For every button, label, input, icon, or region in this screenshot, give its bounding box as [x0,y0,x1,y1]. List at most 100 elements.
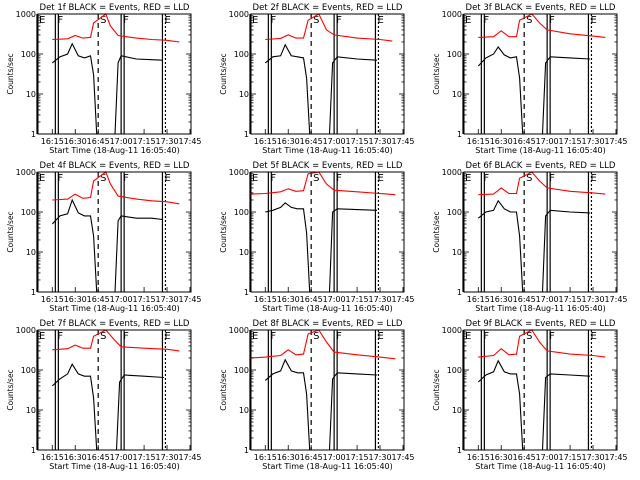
detector-panel: Det 7f BLACK = Events, RED = LLD E F S F E 1 10… [6,319,202,471]
x-tick-label: 16:45 [87,137,110,146]
lld-series-line [52,329,180,352]
y-tick-label: 1 [457,446,462,455]
y-axis-label: Counts/sec [6,369,15,410]
x-tick-label: 17:45 [604,453,627,462]
x-tick-label: 17:00 [323,295,346,304]
x-tick-label: 16:15 [467,453,490,462]
x-tick-label: 16:30 [64,453,87,462]
y-tick-label: 1 [244,130,249,139]
y-tick-label: 1000 [229,168,249,177]
events-series-line [51,363,165,451]
x-tick-label: 16:45 [513,137,536,146]
event-marker-label: F [549,331,555,342]
panel-title: Det 4f BLACK = Events, RED = LLD [40,161,190,171]
panel-title: Det 2f BLACK = Events, RED = LLD [253,3,403,13]
x-tick-label: 16:30 [490,295,513,304]
y-tick-label: 100 [234,366,249,375]
x-axis-label: Start Time (18-Aug-11 16:05:40) [49,146,180,155]
x-tick-label: 17:00 [323,453,346,462]
detector-panel: Det 8f BLACK = Events, RED = LLD E F S F E 1 10… [219,319,415,471]
event-marker-label: F [336,15,342,26]
y-tick-label: 1 [457,288,462,297]
event-marker-label: F [270,15,276,26]
x-axis-label: Start Time (18-Aug-11 16:05:40) [475,462,606,471]
lld-series-line [52,13,180,43]
y-tick-label: 1 [31,446,36,455]
event-marker-label: F [483,15,489,26]
event-marker-label: E [465,173,471,184]
lld-series-line [478,13,606,38]
x-tick-label: 16:45 [513,295,536,304]
y-tick-label: 100 [21,208,36,217]
event-marker-label: E [377,331,383,342]
event-marker-label: E [377,173,383,184]
x-axis-label: Start Time (18-Aug-11 16:05:40) [49,462,180,471]
events-series-line [264,358,378,451]
y-tick-label: 1 [31,288,36,297]
lld-series-line [265,13,393,42]
y-tick-label: 10 [239,90,249,99]
x-tick-label: 17:30 [368,137,391,146]
y-tick-label: 1000 [16,168,36,177]
y-tick-label: 100 [447,208,462,217]
event-marker-label: F [57,173,63,184]
events-series-line [265,202,378,293]
x-tick-label: 17:45 [391,453,414,462]
x-tick-label: 16:30 [64,295,87,304]
y-tick-label: 100 [234,208,249,217]
plot-frame [250,171,405,293]
events-series-line [51,42,163,135]
x-tick-label: 17:45 [604,295,627,304]
x-tick-label: 16:45 [300,137,323,146]
event-marker-label: F [270,331,276,342]
x-tick-label: 17:15 [559,295,582,304]
event-marker-label: E [164,15,170,26]
y-tick-label: 10 [239,248,249,257]
plot-frame [463,13,618,135]
x-tick-label: 17:45 [604,137,627,146]
detector-panel: Det 1f BLACK = Events, RED = LLD E F S F E 1 10… [6,3,202,155]
x-tick-label: 16:15 [467,137,490,146]
event-marker-label: E [377,15,383,26]
lld-series-line [249,329,396,360]
y-tick-label: 1000 [16,326,36,335]
x-tick-label: 17:15 [559,453,582,462]
event-marker-label: E [465,15,471,26]
plot-frame [37,329,192,451]
x-axis-label: Start Time (18-Aug-11 16:05:40) [49,304,180,313]
event-marker-label: S [526,331,532,342]
event-marker-label: E [590,331,596,342]
event-marker-label: S [313,173,319,184]
panel-title: Det 9f BLACK = Events, RED = LLD [466,319,616,329]
event-marker-label: F [270,173,276,184]
x-tick-label: 17:00 [536,137,559,146]
x-tick-label: 17:45 [391,295,414,304]
event-marker-label: F [336,331,342,342]
x-tick-label: 17:45 [178,295,201,304]
event-marker-label: S [313,331,319,342]
y-axis-label: Counts/sec [432,53,441,94]
event-marker-label: E [164,173,170,184]
y-tick-label: 100 [447,50,462,59]
x-tick-label: 17:00 [110,295,133,304]
x-tick-label: 16:45 [87,295,110,304]
x-tick-label: 17:30 [368,295,391,304]
event-marker-label: E [252,173,258,184]
lld-series-line [52,171,180,205]
x-axis-label: Start Time (18-Aug-11 16:05:40) [475,304,606,313]
panel-title: Det 3f BLACK = Events, RED = LLD [466,3,616,13]
x-tick-label: 16:30 [277,137,300,146]
y-tick-label: 100 [447,366,462,375]
lld-series-line [478,329,606,358]
y-tick-label: 10 [26,406,36,415]
x-tick-label: 17:45 [178,137,201,146]
events-series-line [264,43,378,135]
event-marker-label: E [39,331,45,342]
plot-frame [463,329,618,451]
events-series-line [477,199,591,293]
x-tick-label: 17:45 [391,137,414,146]
x-tick-label: 17:30 [155,453,178,462]
x-tick-label: 17:15 [133,453,156,462]
detector-panel: Det 4f BLACK = Events, RED = LLD E F S F E 1 10… [6,161,202,313]
y-axis-label: Counts/sec [6,53,15,94]
